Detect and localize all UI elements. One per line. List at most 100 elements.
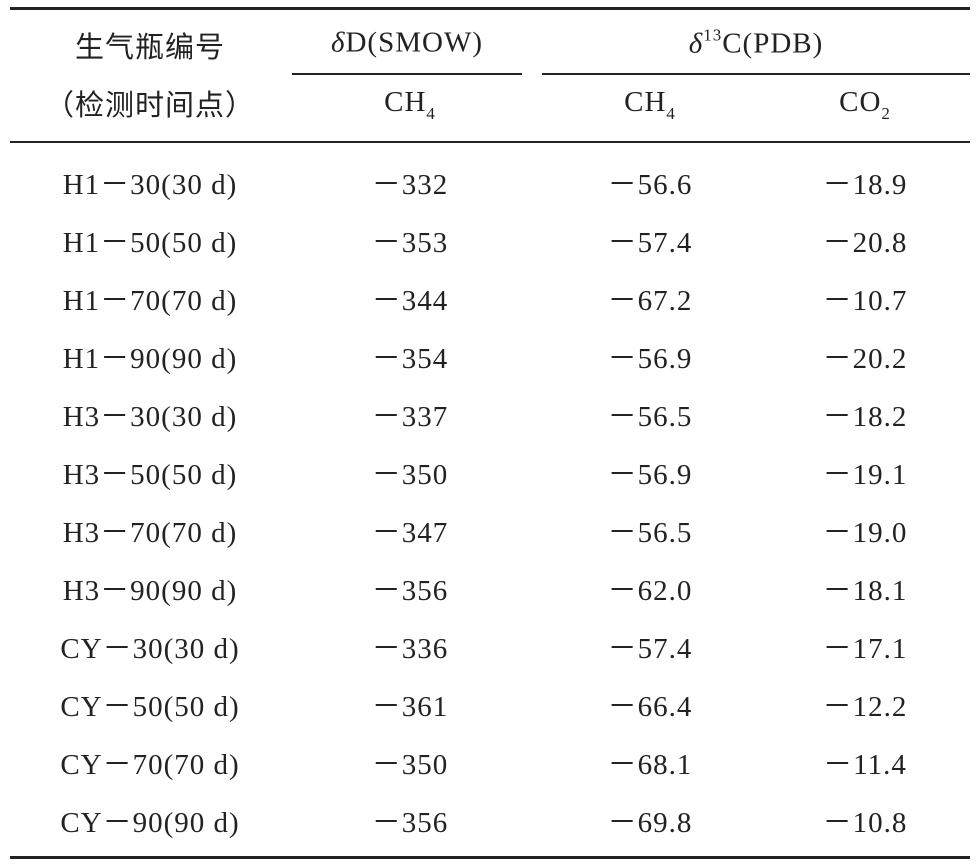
cell-text: CY－50(50 d)	[60, 691, 240, 723]
header-sample-sub: （检测时间点）	[45, 82, 255, 124]
sample-label: H3－70(70 d)	[63, 509, 238, 551]
cell-text: H3－50(50 d)	[62, 459, 238, 491]
group-rule	[292, 73, 522, 75]
cell-text: －12.2	[822, 691, 908, 723]
sample-label: H1－90(90 d)	[63, 335, 238, 377]
value-cell: －56.6	[608, 161, 693, 203]
value-cell: －12.2	[823, 683, 908, 725]
header-text: D(SMOW)	[345, 26, 483, 59]
value-cell: －56.9	[608, 451, 693, 493]
cell-text: －69.8	[607, 807, 693, 839]
cell-text: H1－50(50 d)	[62, 227, 238, 259]
cell-text: －67.2	[607, 285, 693, 317]
cell-text: －19.0	[822, 517, 908, 549]
header-text: C(PDB)	[722, 27, 824, 60]
subscript: 4	[666, 104, 676, 123]
cell-text: －62.0	[607, 575, 693, 607]
value-cell: －20.2	[823, 335, 908, 377]
sample-label: H1－30(30 d)	[63, 161, 238, 203]
value-cell: －10.7	[823, 277, 908, 319]
value-cell: －354	[372, 335, 449, 377]
sample-label: H1－50(50 d)	[63, 219, 238, 261]
cell-text: －356	[371, 807, 449, 839]
cell-text: H1－90(90 d)	[62, 343, 238, 375]
value-cell: －332	[372, 161, 449, 203]
value-cell: －18.1	[823, 567, 908, 609]
sample-label: CY－30(30 d)	[60, 625, 239, 667]
cell-text: －337	[371, 401, 449, 433]
cell-text: －336	[371, 633, 449, 665]
cell-text: －17.1	[822, 633, 908, 665]
header-dD: δD(SMOW)	[331, 27, 483, 60]
cell-text: －347	[371, 517, 449, 549]
sample-label: CY－90(90 d)	[60, 799, 239, 841]
value-cell: －57.4	[608, 625, 693, 667]
cell-text: －11.4	[823, 749, 907, 781]
cell-text: －20.2	[822, 343, 908, 375]
cell-text: H3－30(30 d)	[62, 401, 238, 433]
value-cell: －17.1	[823, 625, 908, 667]
value-cell: －19.0	[823, 509, 908, 551]
header-d13C: δ13C(PDB)	[689, 26, 824, 61]
header-sub-column: CH4	[624, 86, 676, 124]
header-sample: 生气瓶编号	[75, 24, 225, 66]
cell-text: H1－30(30 d)	[62, 169, 238, 201]
value-cell: －18.2	[823, 393, 908, 435]
value-cell: －356	[372, 567, 449, 609]
value-cell: －20.8	[823, 219, 908, 261]
group-rule	[542, 73, 970, 75]
value-cell: －350	[372, 451, 449, 493]
sample-label: CY－70(70 d)	[60, 741, 239, 783]
bottom-rule	[10, 856, 970, 859]
value-cell: －11.4	[823, 741, 907, 783]
cell-text: CY－90(90 d)	[60, 807, 240, 839]
cell-text: －56.6	[607, 169, 693, 201]
cell-text: －10.7	[822, 285, 908, 317]
header-rule	[10, 141, 970, 143]
sample-label: H3－30(30 d)	[63, 393, 238, 435]
cell-text: －356	[371, 575, 449, 607]
cell-text: －10.8	[822, 807, 908, 839]
cell-text: －56.9	[607, 459, 693, 491]
header-sub-column: CH4	[384, 86, 436, 124]
symbol: δ	[688, 27, 704, 60]
value-cell: －10.8	[823, 799, 908, 841]
sample-label: H3－90(90 d)	[63, 567, 238, 609]
value-cell: －361	[372, 683, 449, 725]
sample-label: H1－70(70 d)	[63, 277, 238, 319]
cell-text: －18.2	[822, 401, 908, 433]
value-cell: －344	[372, 277, 449, 319]
cell-text: －56.5	[607, 517, 693, 549]
value-cell: －353	[372, 219, 449, 261]
formula: CH	[624, 86, 667, 118]
value-cell: －18.9	[823, 161, 908, 203]
cell-text: －57.4	[607, 227, 693, 259]
formula: CH	[384, 86, 427, 118]
cell-text: H1－70(70 d)	[62, 285, 238, 317]
cell-text: CY－30(30 d)	[60, 633, 240, 665]
cell-text: －68.1	[607, 749, 693, 781]
cell-text: CY－70(70 d)	[60, 749, 240, 781]
value-cell: －56.9	[608, 335, 693, 377]
value-cell: －56.5	[608, 393, 693, 435]
cell-text: －332	[371, 169, 449, 201]
header-text: 生气瓶编号	[74, 32, 226, 64]
value-cell: －62.0	[608, 567, 693, 609]
value-cell: －57.4	[608, 219, 693, 261]
value-cell: －350	[372, 741, 449, 783]
sample-label: H3－50(50 d)	[63, 451, 238, 493]
superscript: 13	[703, 25, 723, 45]
symbol: δ	[331, 26, 346, 59]
value-cell: －68.1	[608, 741, 693, 783]
cell-text: H3－90(90 d)	[62, 575, 238, 607]
value-cell: －69.8	[608, 799, 693, 841]
header-sub-column: CO2	[839, 86, 891, 124]
value-cell: －66.4	[608, 683, 693, 725]
value-cell: －19.1	[823, 451, 908, 493]
sample-label: CY－50(50 d)	[60, 683, 239, 725]
cell-text: －66.4	[607, 691, 693, 723]
cell-text: －350	[371, 459, 449, 491]
header-text: （检测时间点）	[44, 90, 256, 122]
cell-text: －18.1	[822, 575, 908, 607]
